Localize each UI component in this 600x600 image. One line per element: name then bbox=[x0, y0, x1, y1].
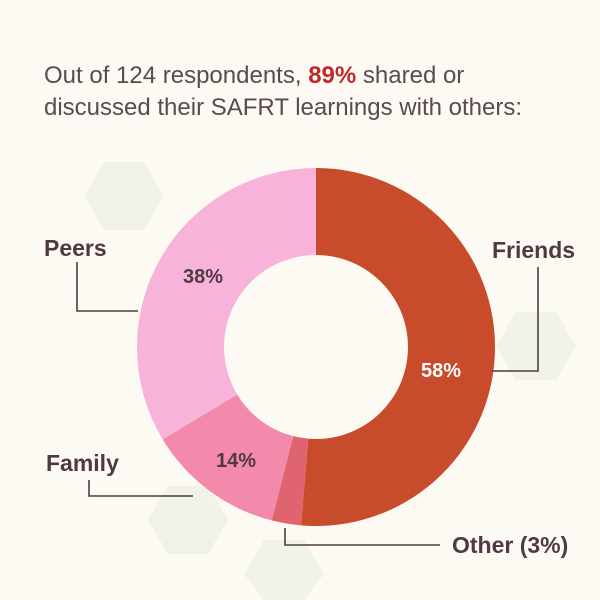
value-peers: 38% bbox=[183, 266, 224, 288]
value-friends: 58% bbox=[421, 360, 462, 382]
slices-group bbox=[136, 168, 495, 526]
headline: Out of 124 respondents, 89% shared or di… bbox=[44, 60, 574, 124]
headline-highlight: 89% bbox=[308, 62, 357, 89]
hexagon-decoration bbox=[148, 486, 228, 554]
headline-prefix: Out of 124 respondents, bbox=[44, 62, 309, 89]
slice-family bbox=[162, 394, 294, 521]
slice-other bbox=[271, 436, 309, 526]
leader-line-peers bbox=[76, 262, 138, 312]
leader-line-other bbox=[284, 528, 440, 546]
label-friends: Friends bbox=[492, 237, 576, 263]
background-hexagons bbox=[84, 162, 576, 600]
leader-line-friends bbox=[492, 267, 539, 372]
label-other: Other (3%) bbox=[452, 532, 569, 558]
slice-friends bbox=[301, 168, 495, 526]
label-family: Family bbox=[46, 450, 119, 476]
value-family: 14% bbox=[216, 450, 257, 472]
label-peers: Peers bbox=[44, 235, 107, 261]
headline-suffix: shared or discussed their SAFRT learning… bbox=[44, 62, 522, 121]
slice-peers bbox=[136, 168, 316, 440]
hexagon-decoration bbox=[84, 162, 164, 230]
leader-lines bbox=[76, 262, 539, 546]
leader-line-family bbox=[88, 480, 193, 497]
hexagon-decoration bbox=[496, 312, 576, 380]
hexagon-decoration bbox=[244, 540, 324, 600]
